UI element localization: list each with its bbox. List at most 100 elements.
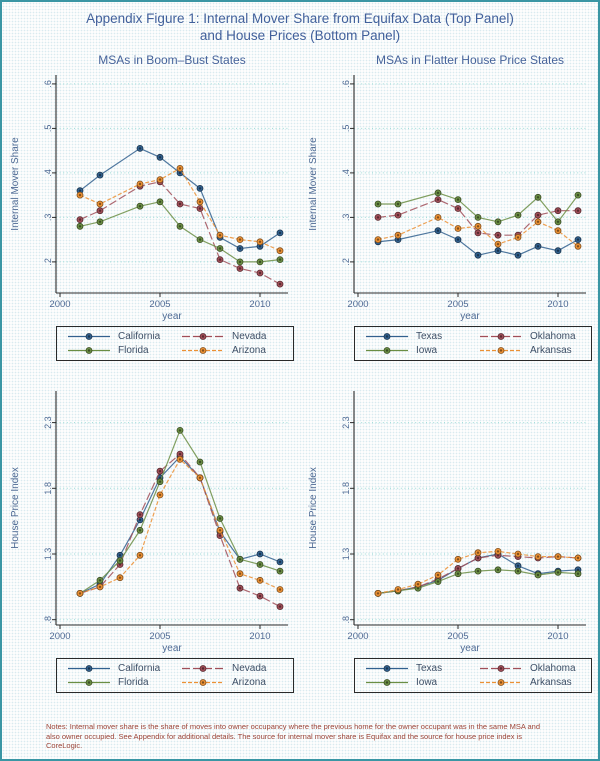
marker-core	[198, 207, 202, 210]
marker-core	[138, 513, 142, 516]
legend-item-texas: Texas	[365, 663, 477, 674]
y-tick-label: 1.3	[341, 547, 351, 560]
marker-core	[516, 564, 520, 567]
marker-core	[278, 569, 282, 573]
marker-core	[238, 238, 242, 241]
marker-core	[98, 578, 102, 582]
marker-core	[436, 198, 440, 201]
legend-label: California	[118, 662, 161, 674]
marker-core	[496, 568, 500, 571]
marker-core	[436, 215, 440, 219]
series-line-oklahoma	[377, 554, 579, 594]
x-tick-label: 2000	[347, 631, 368, 642]
x-tick-label: 2005	[447, 631, 468, 642]
legend-sample-icon	[68, 664, 110, 672]
x-tick-label: 2000	[49, 299, 70, 310]
series-line-arkansas	[377, 216, 579, 247]
marker-core	[396, 213, 400, 217]
marker-core	[178, 202, 182, 205]
figure-title-line1: Appendix Figure 1: Internal Mover Share …	[86, 11, 514, 26]
legend-sample-icon	[366, 664, 408, 672]
marker-core	[516, 552, 520, 555]
marker-core	[516, 213, 520, 217]
series-line-iowa	[378, 192, 579, 223]
marker-core	[576, 244, 580, 248]
marker-core	[118, 553, 122, 557]
marker-core	[198, 460, 202, 463]
marker-core	[118, 559, 122, 562]
series-line-oklahoma	[377, 198, 578, 236]
legend-item-nevada: Nevada	[181, 331, 293, 342]
marker-core	[178, 166, 182, 170]
x-tick-label: 2005	[447, 299, 468, 310]
marker-core	[138, 204, 142, 208]
marker-core	[536, 213, 540, 217]
legend-label: Iowa	[416, 344, 438, 356]
marker-core	[476, 231, 480, 234]
panel-title-boom-bust: MSAs in Boom–Bust States	[98, 52, 246, 67]
marker-core	[258, 240, 262, 243]
legend-label: Oklahoma	[530, 662, 576, 674]
legend-sample-icon	[182, 346, 224, 354]
marker-core	[258, 594, 262, 598]
marker-core	[278, 282, 282, 286]
series-line-california	[79, 455, 281, 594]
marker-core	[416, 582, 420, 586]
marker-core	[376, 591, 380, 595]
marker-core	[218, 517, 222, 520]
marker-core	[456, 557, 460, 561]
marker-core	[158, 469, 162, 473]
marker-core	[436, 229, 440, 232]
marker-core	[456, 572, 460, 575]
marker-core	[258, 260, 262, 263]
legend-item-iowa: Iowa	[365, 677, 477, 688]
marker-core	[436, 191, 440, 194]
y-tick-label: .3	[43, 213, 53, 221]
marker-core	[576, 556, 580, 559]
y-tick-label: 1.8	[43, 482, 53, 495]
y-tick-label: .4	[43, 169, 53, 177]
marker-core	[556, 249, 560, 252]
legend-label: Nevada	[232, 330, 267, 342]
marker-core	[516, 253, 520, 257]
legend-item-florida: Florida	[67, 677, 179, 688]
legend-sample-icon	[182, 678, 224, 686]
marker-core	[496, 549, 500, 553]
marker-core	[476, 253, 480, 257]
legend-sample-icon	[68, 346, 110, 354]
marker-core	[258, 244, 262, 248]
marker-core	[456, 567, 460, 570]
legend-label: Arkansas	[530, 676, 572, 688]
marker-core	[456, 198, 460, 201]
marker-core	[198, 238, 202, 241]
marker-core	[396, 233, 400, 237]
legend-item-california: California	[67, 331, 179, 342]
charts-grid: MSAs in Boom–Bust States .2 .3 .4 .5 .6 2000 2…	[2, 53, 598, 693]
series-line-arizona	[79, 458, 281, 594]
panel-bottom-right: .8 1.3 1.8 2.3 2000 2005 2010 House Price Index…	[300, 387, 598, 693]
marker-core	[536, 555, 540, 558]
marker-core	[78, 193, 82, 197]
legend-label: California	[118, 330, 161, 342]
marker-core	[278, 588, 282, 591]
marker-core	[78, 218, 82, 221]
legend-boom-bust-bottom: California Nevada Florida Arizona	[56, 657, 294, 693]
x-axis-title: year	[460, 643, 480, 653]
marker-core	[476, 556, 480, 559]
marker-core	[98, 202, 102, 205]
legend-flatter-top: Texas Oklahoma Iowa Arkansas	[354, 325, 592, 361]
marker-core	[198, 186, 202, 190]
series-line-california	[79, 147, 281, 249]
marker-core	[456, 227, 460, 230]
marker-core	[238, 586, 242, 590]
marker-core	[576, 209, 580, 212]
marker-core	[576, 572, 580, 575]
figure-title-line2: and House Prices (Bottom Panel)	[199, 27, 401, 43]
marker-core	[258, 578, 262, 582]
legend-sample-icon	[480, 332, 522, 340]
marker-core	[476, 569, 480, 573]
y-tick-label: .2	[341, 258, 351, 266]
y-axis-title: Internal Mover Share	[308, 137, 319, 231]
legend-label: Arkansas	[530, 344, 572, 356]
figure-title: Appendix Figure 1: Internal Mover Share …	[2, 2, 598, 45]
